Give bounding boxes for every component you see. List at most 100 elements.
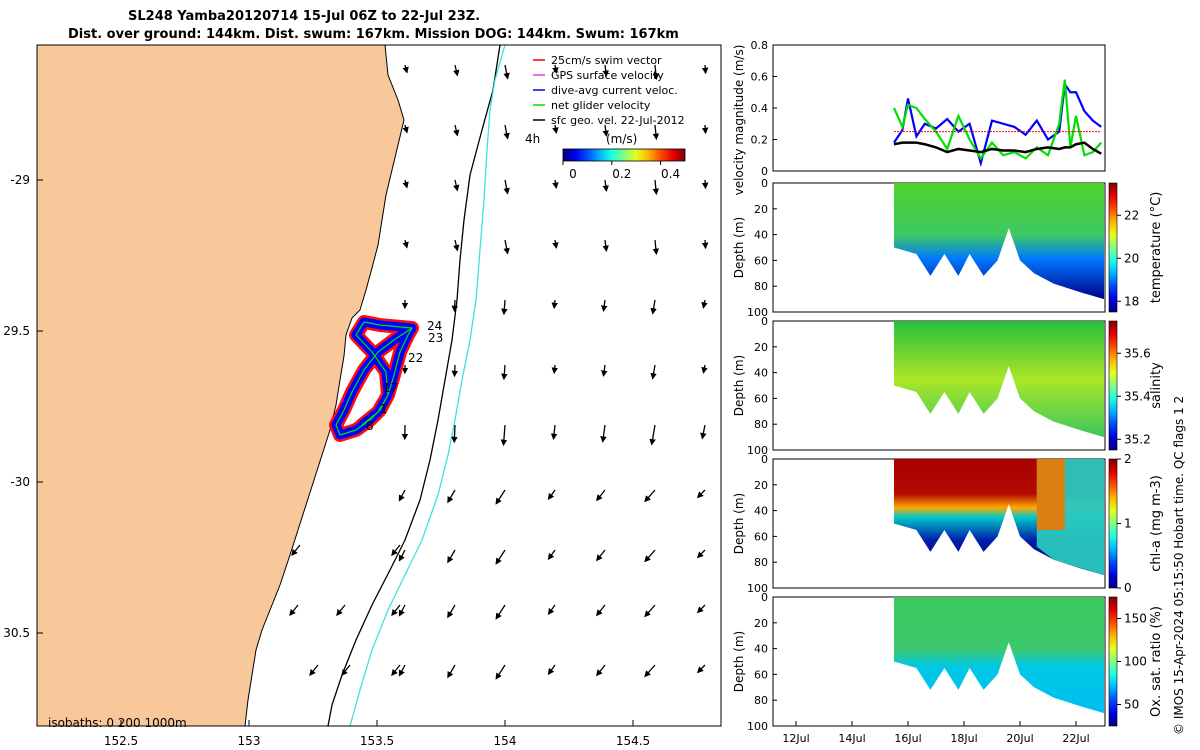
colorbar [1108, 596, 1118, 727]
velocity-ylabel: velocity magnitude (m/s) [732, 45, 746, 196]
copyright-text: © IMOS 15-Apr-2024 05:15:50 Hobart time.… [1172, 395, 1186, 735]
velocity-series-line [893, 81, 1102, 168]
velocity-arrow [391, 604, 401, 617]
depth-tick-label: 60 [754, 392, 768, 405]
velocity-arrow [503, 124, 510, 140]
colorbar-tick-label: 1 [1124, 517, 1132, 531]
velocity-arrow [402, 179, 409, 189]
velocity-arrow [309, 664, 319, 677]
lat-tick-label: -29 [10, 173, 30, 187]
depth-tick-label: 80 [754, 556, 768, 569]
heat-panel-data [894, 597, 1104, 714]
colorbar-tick-label: 0 [1124, 581, 1132, 595]
colorbar-tick-label: 20 [1124, 251, 1139, 265]
depth-tick-label: 40 [754, 643, 768, 656]
velocity-arrow [447, 549, 456, 564]
velocity-arrow [453, 239, 460, 252]
heat-panel-data [894, 321, 1104, 438]
colorbar-tick-label: 35.4 [1124, 389, 1151, 403]
velocity-arrow [602, 179, 609, 193]
depth-tick-label: 80 [754, 694, 768, 707]
depth-tick-label: 0 [761, 591, 768, 604]
timing-label: 4h [525, 132, 540, 146]
depth-tick-label: 40 [754, 505, 768, 518]
chl-orange-band [1036, 459, 1065, 530]
depth-axis-label: Depth (m) [732, 217, 746, 278]
colorbar-tick-label: 18 [1124, 294, 1139, 308]
velocity-arrow [547, 489, 556, 501]
velocity-arrow [601, 299, 608, 313]
track-net-glider [335, 321, 413, 436]
depth-tick-label: 100 [747, 720, 768, 733]
depth-tick-label: 40 [754, 367, 768, 380]
velocity-ytick-label: 0.2 [751, 134, 769, 147]
track-day-label: 23 [428, 331, 443, 345]
lat-tick-label: -30 [10, 475, 30, 489]
velocity-arrow [547, 604, 556, 616]
velocity-arrow [602, 239, 609, 253]
velocity-arrow [495, 549, 506, 565]
velocity-arrow [700, 424, 707, 440]
velocity-arrow [453, 124, 460, 137]
lon-tick-label: 153 [238, 734, 261, 748]
velocity-arrow [701, 179, 709, 190]
velocity-arrow [398, 604, 406, 617]
lon-tick-label: 154.5 [616, 734, 650, 748]
velocity-arrow [402, 64, 409, 74]
velocity-arrow [600, 424, 607, 443]
velocity-arrow [453, 179, 460, 192]
velocity-arrow [447, 489, 456, 504]
velocity-arrow [652, 124, 660, 141]
velocity-arrow [602, 124, 609, 138]
isobath-1000m [349, 45, 506, 726]
colorbar-label: Ox. sat. ratio (%) [1149, 606, 1164, 717]
date-tick-label: 18Jul [950, 732, 977, 745]
depth-tick-label: 0 [761, 315, 768, 328]
velocity-ytick-label: 0 [761, 165, 768, 178]
date-tick-label: 14Jul [838, 732, 865, 745]
track-day-label: 8 [366, 419, 374, 433]
lat-tick-label: 30.5 [3, 626, 30, 640]
depth-tick-label: 20 [754, 617, 768, 630]
velocity-arrow [336, 604, 346, 617]
velocity-arrow [601, 364, 608, 378]
lon-tick-label: 152.5 [104, 734, 138, 748]
lat-tick-label: 29.5 [3, 324, 30, 338]
velocity-arrow [696, 549, 706, 559]
isobath-200m [327, 45, 501, 726]
velocity-series-line [893, 141, 1102, 155]
velocity-arrow [391, 664, 401, 677]
velocity-arrow [701, 364, 708, 374]
velocity-arrow [547, 664, 556, 676]
velocity-arrow [451, 424, 458, 444]
depth-axis-label: Depth (m) [732, 493, 746, 554]
heat-panel-data [894, 183, 1104, 300]
land-polygon [37, 45, 405, 726]
velocity-arrow [552, 179, 559, 190]
colorbar [1108, 182, 1118, 313]
lon-tick-label: 153.5 [360, 734, 394, 748]
velocity-arrow [550, 424, 558, 441]
date-tick-label: 16Jul [894, 732, 921, 745]
velocity-arrow [596, 489, 606, 502]
velocity-arrow [644, 664, 656, 678]
velocity-arrow [551, 299, 558, 310]
velocity-arrow [547, 549, 556, 561]
velocity-arrow [602, 64, 609, 78]
colorbar [1108, 320, 1118, 451]
depth-tick-label: 60 [754, 530, 768, 543]
depth-axis-label: Depth (m) [732, 631, 746, 692]
speed-tick-label: 0.4 [661, 167, 680, 181]
depth-tick-label: 20 [754, 479, 768, 492]
velocity-arrow [447, 604, 456, 619]
velocity-arrow [501, 364, 508, 381]
velocity-arrow [398, 549, 406, 562]
velocity-arrow [696, 664, 706, 674]
depth-tick-label: 20 [754, 203, 768, 216]
velocity-panel-frame [772, 44, 1106, 172]
velocity-arrow [652, 239, 660, 256]
depth-tick-label: 60 [754, 254, 768, 267]
isobath-note: isobaths: 0 200 1000m [48, 716, 187, 730]
legend-label: GPS surface velocity [551, 69, 664, 82]
